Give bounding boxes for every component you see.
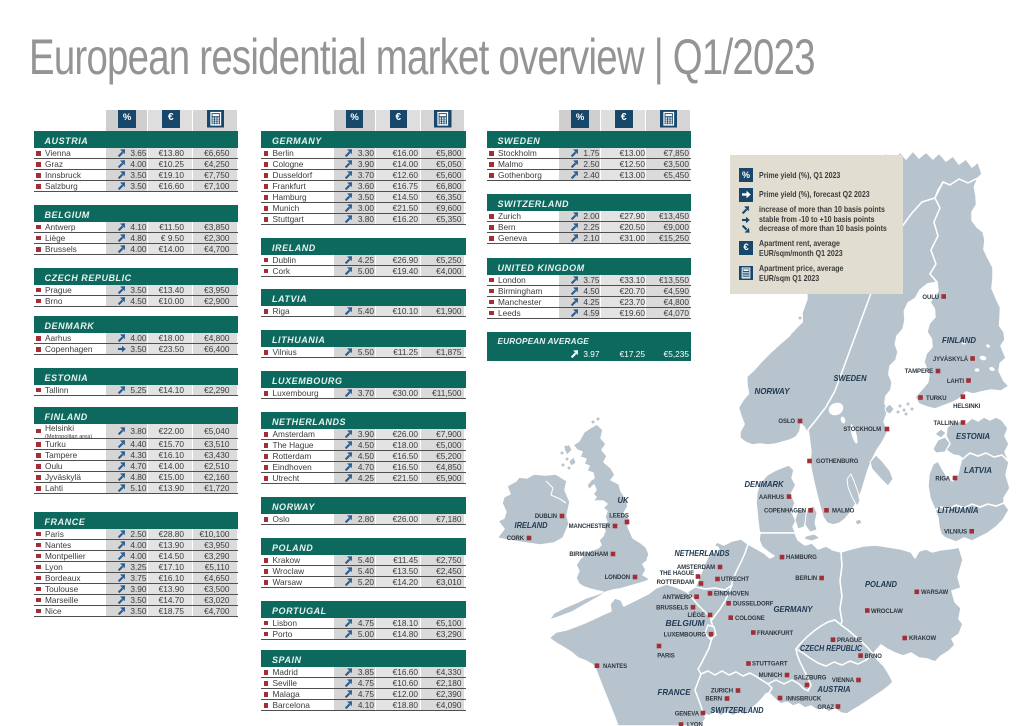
svg-text:BELGIUM: BELGIUM (666, 619, 705, 628)
svg-text:NORWAY: NORWAY (755, 387, 791, 396)
svg-text:DENMARK: DENMARK (745, 480, 785, 489)
svg-text:DUSSELDORF: DUSSELDORF (733, 602, 774, 608)
svg-text:UTRECHT: UTRECHT (721, 577, 749, 583)
svg-text:COPENHAGEN: COPENHAGEN (764, 509, 806, 515)
svg-text:NANTES: NANTES (603, 664, 627, 670)
svg-text:AUSTRIA: AUSTRIA (817, 685, 851, 694)
svg-text:ZURICH: ZURICH (711, 689, 733, 695)
svg-text:RIGA: RIGA (935, 477, 950, 483)
svg-text:SWITZERLAND: SWITZERLAND (711, 706, 764, 715)
svg-text:BRNO: BRNO (865, 654, 883, 660)
svg-text:OULU: OULU (922, 295, 939, 301)
svg-text:MALMO: MALMO (832, 509, 855, 515)
svg-text:OSLO: OSLO (778, 419, 795, 425)
svg-text:HAMBURG: HAMBURG (786, 555, 817, 561)
svg-text:CORK: CORK (507, 536, 525, 542)
svg-text:HELSINKI: HELSINKI (953, 404, 981, 410)
svg-text:FINLAND: FINLAND (942, 336, 976, 345)
svg-text:ESTONIA: ESTONIA (956, 432, 990, 441)
svg-text:LATVIA: LATVIA (964, 466, 992, 475)
svg-text:SALZBURG: SALZBURG (794, 676, 827, 682)
svg-text:UK: UK (618, 496, 630, 505)
svg-text:STOCKHOLM: STOCKHOLM (843, 427, 881, 433)
svg-text:VILNIUS: VILNIUS (944, 530, 967, 536)
svg-text:LYON: LYON (687, 723, 703, 726)
svg-text:PARIS: PARIS (657, 654, 674, 660)
svg-text:TURKU: TURKU (926, 396, 947, 402)
svg-text:LIÈGE: LIÈGE (687, 611, 705, 619)
svg-text:SWEDEN: SWEDEN (834, 374, 868, 383)
svg-text:JYVÄSKYLÄ: JYVÄSKYLÄ (933, 356, 969, 363)
svg-text:PRAGUE: PRAGUE (837, 638, 862, 644)
svg-text:BIRMINGHAM: BIRMINGHAM (569, 552, 608, 558)
svg-text:CZECH REPUBLIC: CZECH REPUBLIC (800, 644, 863, 653)
svg-text:GRAZ: GRAZ (817, 705, 834, 711)
svg-text:ANTWERP: ANTWERP (662, 595, 692, 601)
svg-text:ROTTERDAM: ROTTERDAM (657, 580, 695, 586)
svg-text:LONDON: LONDON (605, 575, 630, 581)
svg-text:LITHUANIA: LITHUANIA (938, 506, 979, 515)
svg-text:BRUSSELS: BRUSSELS (656, 606, 688, 612)
svg-text:WARSAW: WARSAW (921, 590, 949, 596)
svg-text:IRELAND: IRELAND (515, 521, 548, 530)
svg-text:FRANCE: FRANCE (658, 688, 692, 697)
svg-text:POLAND: POLAND (865, 580, 897, 589)
svg-text:MUNICH: MUNICH (759, 673, 782, 679)
svg-text:STUTTGART: STUTTGART (752, 662, 788, 668)
svg-text:TAMPERE: TAMPERE (905, 369, 933, 375)
svg-text:FRANKFURT: FRANKFURT (757, 631, 794, 637)
svg-text:THE HAGUE: THE HAGUE (660, 571, 695, 577)
svg-text:GENEVA: GENEVA (675, 712, 700, 718)
svg-text:BERN: BERN (705, 697, 722, 703)
svg-text:LAHTI: LAHTI (947, 379, 965, 385)
svg-text:INNSBRUCK: INNSBRUCK (786, 697, 822, 703)
svg-text:GOTHENBURG: GOTHENBURG (816, 459, 859, 465)
svg-text:NETHERLANDS: NETHERLANDS (675, 549, 730, 558)
svg-text:LUXEMBOURG: LUXEMBOURG (664, 633, 707, 639)
svg-text:GERMANY: GERMANY (774, 605, 814, 614)
svg-text:WROCLAW: WROCLAW (871, 609, 903, 615)
svg-text:MANCHESTER: MANCHESTER (569, 524, 611, 530)
svg-text:DUBLIN: DUBLIN (535, 514, 557, 520)
svg-text:TALLINN: TALLINN (933, 421, 958, 427)
svg-text:AMSTERDAM: AMSTERDAM (677, 565, 715, 571)
svg-text:LEEDS: LEEDS (609, 514, 629, 520)
svg-text:KRAKOW: KRAKOW (909, 636, 936, 642)
svg-text:VIENNA: VIENNA (832, 678, 855, 684)
svg-text:COLOGNE: COLOGNE (735, 616, 765, 622)
svg-text:EINDHOVEN: EINDHOVEN (714, 592, 749, 598)
svg-text:AARHUS: AARHUS (759, 495, 784, 501)
svg-text:BERLIN: BERLIN (795, 576, 817, 582)
